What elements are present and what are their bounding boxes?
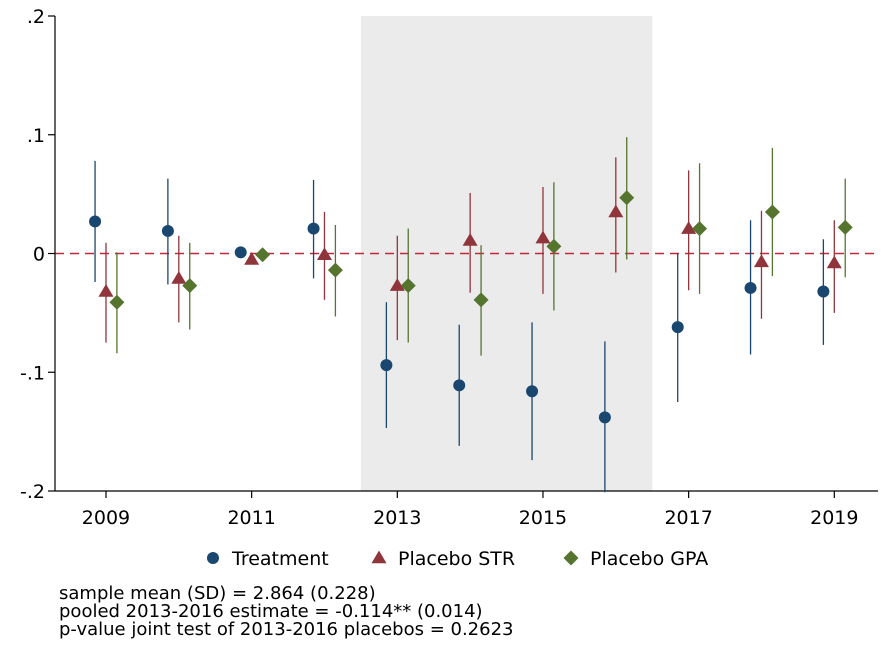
point-estimate-2018 xyxy=(764,204,780,220)
point-estimate-2010 xyxy=(182,278,198,294)
point-estimate-2011 xyxy=(255,247,271,263)
point-estimate-2018 xyxy=(753,254,769,268)
x-tick-label: 2015 xyxy=(519,507,567,529)
point-estimate-2009 xyxy=(89,215,102,228)
point-estimate-2016 xyxy=(608,204,624,218)
point-estimate-2016 xyxy=(619,190,635,206)
point-estimate-2016 xyxy=(598,411,611,424)
point-estimate-2014 xyxy=(462,232,478,246)
y-tick-label: 0 xyxy=(33,244,45,266)
y-tick-label: .1 xyxy=(27,125,45,147)
point-estimate-2013 xyxy=(400,278,416,294)
point-estimate-2015 xyxy=(526,385,539,398)
point-estimate-2009 xyxy=(98,284,114,297)
point-estimate-2012 xyxy=(307,222,320,235)
legend-marker-treatment xyxy=(207,552,219,564)
y-tick-label: -.1 xyxy=(20,362,45,384)
axes: -.2 -.1 0 .1 .2 2009 2011 2013 2015 2017 2019 xyxy=(20,6,878,529)
point-estimate-2017 xyxy=(692,221,708,237)
point-estimate-2018 xyxy=(744,281,757,294)
point-estimate-2009 xyxy=(109,294,125,310)
legend-label: Placebo STR xyxy=(398,548,515,570)
point-estimate-2012 xyxy=(327,262,343,278)
legend-marker-placebo-gpa xyxy=(563,550,579,566)
legend: Treatment Placebo STR Placebo GPA xyxy=(207,548,708,570)
legend-label: Placebo GPA xyxy=(590,548,708,570)
x-tick-label: 2013 xyxy=(373,507,421,529)
x-tick-label: 2009 xyxy=(82,507,130,529)
y-axis-ticks: -.2 -.1 0 .1 .2 xyxy=(20,6,55,503)
chart-notes: sample mean (SD) = 2.864 (0.228)pooled 2… xyxy=(59,583,513,640)
point-estimate-2013 xyxy=(380,359,393,372)
point-estimate-2015 xyxy=(546,238,562,254)
y-tick-label: -.2 xyxy=(20,481,45,503)
point-estimate-2017 xyxy=(681,221,697,234)
x-axis-ticks: 2009 2011 2013 2015 2017 2019 xyxy=(82,491,858,529)
point-estimate-2012 xyxy=(316,247,332,260)
point-estimate-2015 xyxy=(535,230,551,244)
point-estimate-2011 xyxy=(244,251,260,265)
point-estimate-2014 xyxy=(453,379,466,392)
legend-label: Treatment xyxy=(231,548,329,570)
point-estimate-2013 xyxy=(389,278,405,291)
series-placebo-gpa xyxy=(109,137,853,356)
x-tick-label: 2019 xyxy=(810,507,858,529)
series-layer xyxy=(89,137,853,493)
point-estimate-2017 xyxy=(671,321,684,334)
y-tick-label: .2 xyxy=(27,6,45,28)
series-placebo-str xyxy=(98,157,842,343)
point-estimate-2011 xyxy=(234,246,247,259)
point-estimate-2010 xyxy=(161,224,174,237)
note-line: p-value joint test of 2013-2016 placebos… xyxy=(59,619,513,640)
point-estimate-2019 xyxy=(826,255,842,269)
series-treatment xyxy=(89,160,830,493)
point-estimate-2019 xyxy=(837,219,853,235)
point-estimate-2019 xyxy=(817,285,830,298)
note-line: sample mean (SD) = 2.864 (0.228) xyxy=(59,583,376,604)
point-estimate-2014 xyxy=(473,292,489,308)
note-line: pooled 2013-2016 estimate = -0.114** (0.… xyxy=(59,601,483,622)
point-estimate-2010 xyxy=(171,270,187,284)
x-tick-label: 2017 xyxy=(664,507,712,529)
legend-marker-placebo-str xyxy=(371,550,387,564)
x-tick-label: 2011 xyxy=(227,507,275,529)
